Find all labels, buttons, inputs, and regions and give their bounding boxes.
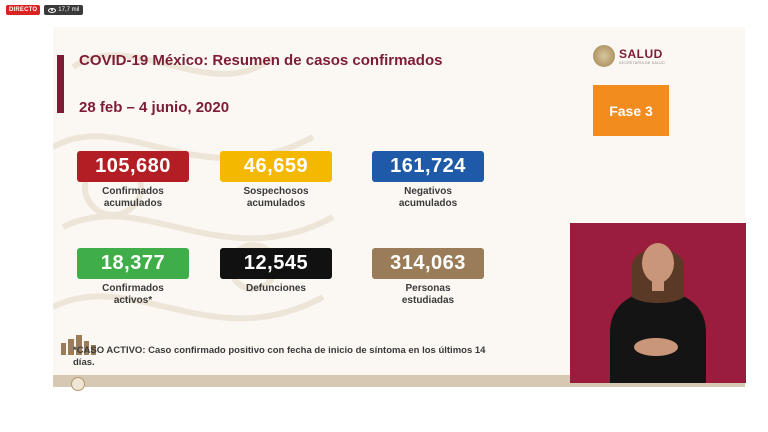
stat-label: Confirmados activos*	[102, 283, 164, 306]
stat-value: 105,680	[77, 151, 189, 182]
live-badge: DIRECTO	[6, 5, 41, 15]
interpreter-figure	[610, 243, 706, 383]
logo-name: SALUD	[619, 47, 663, 61]
stat-negative: 161,724 Negativos acumulados	[372, 151, 484, 210]
decorative-pattern	[53, 52, 335, 322]
stat-studied: 314,063 Personas estudiadas	[372, 248, 484, 307]
stat-label: Sospechosos acumulados	[243, 186, 309, 209]
footnote: *CASO ACTIVO: Caso confirmado positivo c…	[73, 345, 486, 368]
stat-label: Defunciones	[245, 283, 306, 294]
stat-value: 18,377	[77, 248, 189, 279]
stat-confirmed: 105,680 Confirmados acumulados	[77, 151, 189, 210]
stat-label: Negativos acumulados	[398, 186, 458, 209]
logo-subtitle: SECRETARÍA DE SALUD	[619, 61, 666, 65]
presentation-slide: COVID-19 México: Resumen de casos confir…	[53, 27, 745, 391]
eye-icon	[48, 7, 57, 13]
stat-value: 161,724	[372, 151, 484, 182]
seal-icon	[593, 45, 615, 67]
stream-status-bar: DIRECTO 17,7 mil	[6, 5, 84, 15]
stat-value: 46,659	[220, 151, 332, 182]
date-range: 28 feb – 4 junio, 2020	[79, 99, 230, 116]
phase-badge: Fase 3	[593, 85, 669, 136]
slide-title: COVID-19 México: Resumen de casos confir…	[79, 52, 443, 69]
salud-logo: SALUD SECRETARÍA DE SALUD	[593, 45, 665, 67]
viewer-count: 17,7 mil	[44, 5, 84, 15]
title-accent-bar	[57, 55, 64, 113]
stat-label: Personas estudiadas	[401, 283, 455, 306]
viewer-count-value: 17,7 mil	[58, 7, 80, 13]
stat-label: Confirmados acumulados	[102, 186, 164, 209]
stat-suspected: 46,659 Sospechosos acumulados	[220, 151, 332, 210]
building-icon	[61, 335, 96, 355]
stat-value: 314,063	[372, 248, 484, 279]
sign-language-interpreter-video	[570, 223, 746, 383]
stat-active: 18,377 Confirmados activos*	[77, 248, 189, 307]
stat-value: 12,545	[220, 248, 332, 279]
seal-icon	[71, 377, 85, 391]
stat-deaths: 12,545 Defunciones	[220, 248, 332, 295]
